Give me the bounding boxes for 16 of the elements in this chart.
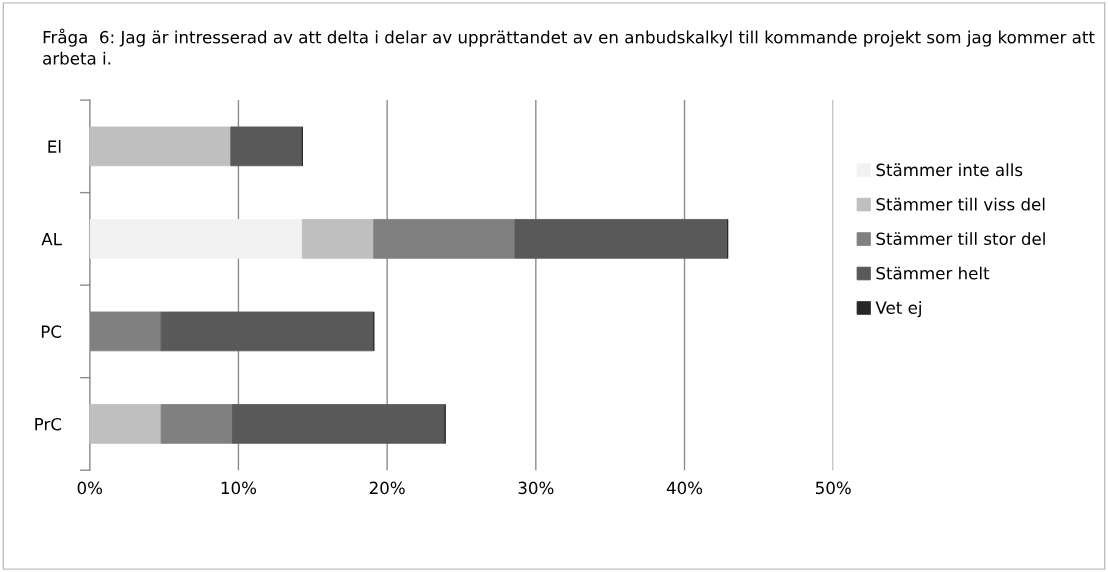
x-tick-label: 0% bbox=[77, 481, 103, 495]
legend-label: Stämmer till stor del bbox=[876, 232, 1045, 246]
y-tick-label: AL bbox=[41, 233, 62, 246]
legend-label: Stämmer inte alls bbox=[876, 163, 1023, 177]
x-tick-label: 40% bbox=[666, 481, 703, 495]
chart-title: Fråga 6: Jag är intresserad av att delta i delar av upprättandet av en anbudskalkyl till kommande projekt som jag kommer att arbeta i. bbox=[43, 28, 1095, 65]
y-tick-label: El bbox=[48, 140, 61, 153]
y-tick-label: PC bbox=[41, 325, 62, 338]
x-tick-label: 20% bbox=[369, 481, 405, 495]
legend-label: Stämmer till viss del bbox=[876, 197, 1045, 211]
legend-label: Vet ej bbox=[875, 301, 921, 318]
y-tick-label: PrC bbox=[35, 417, 62, 431]
x-tick-label: 30% bbox=[518, 481, 554, 495]
x-tick-label: 10% bbox=[221, 481, 257, 495]
legend-label: Stämmer helt bbox=[876, 266, 990, 280]
x-tick-label: 50% bbox=[815, 481, 851, 495]
